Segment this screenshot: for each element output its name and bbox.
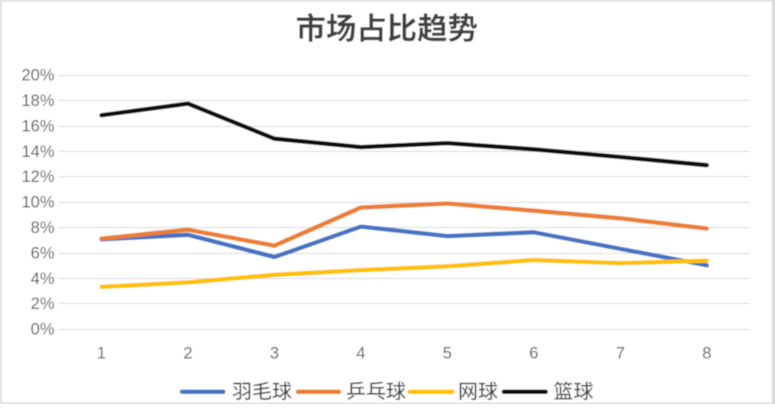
svg-text:14%: 14% (21, 143, 54, 161)
svg-text:0%: 0% (31, 321, 55, 339)
svg-text:16%: 16% (21, 117, 54, 135)
svg-text:1: 1 (97, 345, 106, 363)
svg-text:2%: 2% (31, 295, 55, 313)
svg-text:4: 4 (356, 345, 365, 363)
svg-text:6%: 6% (31, 244, 55, 262)
svg-text:7: 7 (616, 345, 625, 363)
svg-text:12%: 12% (21, 168, 54, 186)
svg-text:6: 6 (529, 345, 538, 363)
svg-text:5: 5 (443, 345, 452, 363)
svg-text:3: 3 (270, 345, 279, 363)
svg-text:2: 2 (183, 345, 192, 363)
svg-text:8: 8 (702, 345, 711, 363)
svg-text:10%: 10% (21, 194, 54, 212)
svg-text:20%: 20% (21, 67, 54, 85)
svg-text:8%: 8% (31, 219, 55, 237)
svg-text:18%: 18% (21, 92, 54, 110)
svg-text:4%: 4% (31, 270, 55, 288)
